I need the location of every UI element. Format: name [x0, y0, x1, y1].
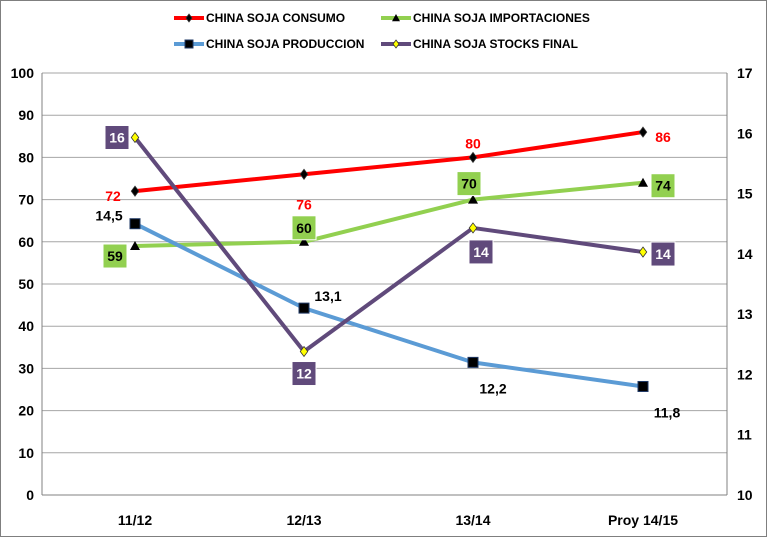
right-tick-label: 16	[737, 125, 753, 141]
data-label: 74	[655, 178, 671, 194]
data-point-marker	[468, 194, 478, 204]
legend-label: CHINA SOJA PRODUCCION	[206, 37, 364, 51]
data-point-marker	[299, 345, 309, 358]
data-label-box	[456, 171, 482, 197]
data-point-marker	[392, 14, 400, 22]
data-label: 11,8	[654, 404, 681, 420]
data-point-marker	[467, 356, 479, 368]
data-label: 60	[296, 220, 312, 236]
left-tick-label: 90	[18, 107, 34, 123]
legend: CHINA SOJA CONSUMO CHINA SOJA IMPORTACION…	[174, 11, 590, 51]
gridlines	[42, 72, 727, 496]
data-label: 76	[296, 196, 312, 212]
data-point-marker	[468, 222, 478, 234]
x-tick-label: 12/13	[286, 512, 321, 528]
right-tick-label: 10	[737, 487, 753, 503]
data-label: 12,2	[479, 380, 506, 396]
data-point-marker	[185, 13, 193, 23]
left-tick-label: 50	[18, 276, 34, 292]
data-point-marker	[130, 131, 140, 144]
data-label: 13,1	[314, 288, 341, 304]
right-tick-label: 14	[737, 246, 753, 262]
left-tick-label: 80	[18, 149, 34, 165]
right-tick-label: 11	[737, 427, 752, 443]
data-label: 16	[109, 130, 125, 146]
left-tick-label: 20	[18, 403, 34, 419]
series	[129, 126, 649, 392]
data-label: 14	[655, 246, 671, 262]
data-point-marker	[299, 236, 309, 246]
right-tick-label: 12	[737, 366, 753, 382]
x-tick-label: 11/12	[118, 512, 152, 528]
series-line	[133, 136, 644, 354]
series-line	[134, 221, 644, 389]
right-tick-label: 13	[737, 306, 753, 322]
data-labels: 72 76 80 86 59 60 70 74 14,5 13,1 12,2 11,8 16 12 14 14	[95, 125, 681, 420]
data-label-box	[650, 241, 676, 267]
left-tick-label: 10	[18, 445, 34, 461]
data-point-marker	[637, 380, 649, 392]
left-tick-label: 100	[11, 65, 35, 81]
legend-label: CHINA SOJA STOCKS FINAL	[413, 37, 578, 51]
data-point-marker	[638, 246, 648, 258]
data-label-box	[291, 215, 317, 241]
series-line	[134, 130, 644, 194]
data-point-marker	[468, 151, 478, 164]
data-point-marker	[184, 39, 194, 49]
x-tick-label: 13/14	[455, 512, 490, 528]
left-tick-label: 40	[18, 318, 34, 334]
data-point-marker	[130, 185, 140, 197]
data-label-box	[468, 239, 494, 265]
data-point-marker	[638, 177, 648, 187]
data-point-marker	[392, 39, 400, 49]
data-label: 14,5	[95, 208, 122, 224]
data-label-box	[104, 125, 130, 151]
data-point-marker	[638, 126, 648, 138]
data-label: 14	[473, 244, 489, 260]
legend-label: CHINA SOJA IMPORTACIONES	[413, 11, 590, 25]
data-point-marker	[129, 218, 141, 230]
data-label-box	[650, 173, 676, 199]
legend-label: CHINA SOJA CONSUMO	[206, 11, 345, 25]
data-point-marker	[299, 168, 309, 180]
data-label: 80	[465, 135, 481, 151]
data-label: 12	[296, 366, 312, 382]
left-tick-label: 60	[18, 234, 34, 250]
data-point-marker	[130, 241, 140, 251]
axes: 0 10 20 30 40 50 60 70 80 90 100 10 11 12 13 14 15 16 17 11…	[11, 65, 753, 528]
data-label: 70	[461, 176, 477, 192]
data-label: 86	[655, 129, 671, 145]
x-tick-label: Proy 14/15	[608, 512, 678, 528]
data-label: 72	[105, 188, 121, 204]
data-label-box	[102, 243, 128, 269]
left-tick-label: 70	[18, 192, 34, 208]
left-tick-label: 30	[18, 360, 34, 376]
left-tick-label: 0	[26, 487, 34, 503]
data-label-box	[291, 361, 317, 387]
data-point-marker	[298, 302, 310, 314]
right-tick-label: 17	[737, 65, 753, 81]
data-label: 59	[107, 248, 123, 264]
right-tick-label: 15	[737, 186, 753, 202]
